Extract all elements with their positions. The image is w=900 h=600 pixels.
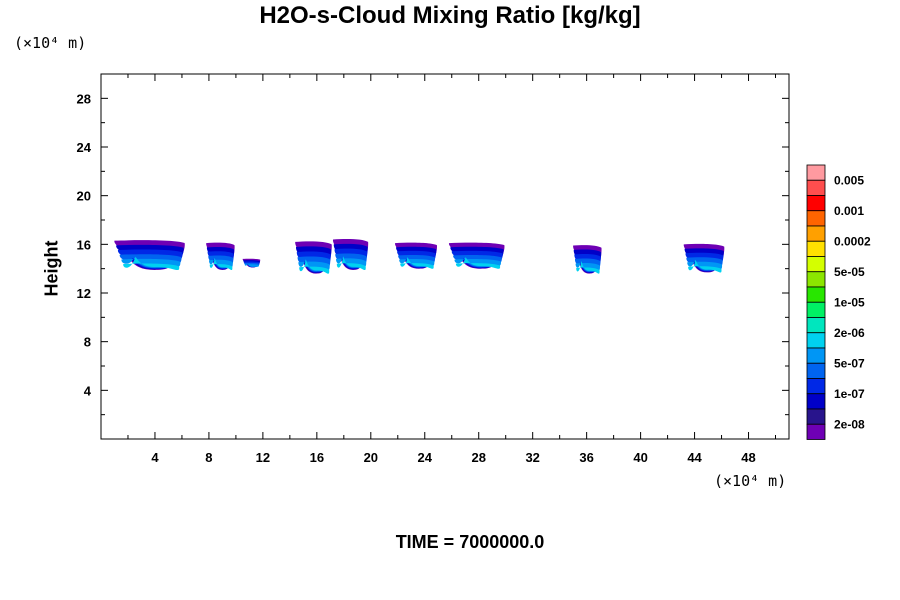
colorbar-label: 2e-08 — [834, 417, 865, 431]
cloud-contour — [299, 259, 330, 274]
y-axis-unit: (×10⁴ m) — [14, 34, 87, 52]
colorbar-label: 5e-07 — [834, 356, 865, 370]
y-tick-label: 16 — [77, 237, 91, 252]
colorbar-swatch — [806, 408, 826, 425]
x-tick-label: 36 — [579, 450, 593, 465]
plot-frame — [100, 73, 790, 440]
colorbar-swatch — [806, 362, 826, 379]
colorbar-swatch — [806, 423, 826, 440]
cloud-contour — [244, 263, 259, 267]
y-tick-label: 4 — [84, 383, 92, 398]
cloud-contour — [576, 260, 600, 274]
colorbar-swatch — [806, 256, 826, 273]
x-tick-label: 24 — [418, 450, 433, 465]
y-tick-label: 20 — [77, 189, 91, 204]
colorbar-label: 1e-07 — [834, 387, 865, 401]
chart-title: H2O-s-Cloud Mixing Ratio [kg/kg] — [259, 2, 641, 29]
colorbar-label: 5e-05 — [834, 265, 865, 279]
x-tick-label: 4 — [151, 450, 159, 465]
x-tick-label: 28 — [471, 450, 485, 465]
cloud-contour — [209, 257, 233, 271]
colorbar-swatch — [806, 286, 826, 303]
x-tick-label: 32 — [525, 450, 539, 465]
cloud-contour — [455, 257, 501, 269]
colorbar-swatch — [806, 271, 826, 288]
x-tick-label: 12 — [256, 450, 270, 465]
y-tick-label: 12 — [77, 286, 91, 301]
x-tick-label: 8 — [205, 450, 212, 465]
colorbar-swatch — [806, 301, 826, 318]
colorbar-label: 0.0002 — [834, 234, 871, 248]
colorbar-swatch — [806, 225, 826, 242]
time-label: TIME = 7000000.0 — [395, 532, 545, 552]
colorbar-label: 0.005 — [834, 173, 864, 187]
y-tick-label: 8 — [84, 335, 91, 350]
colorbar-label: 1e-05 — [834, 295, 865, 309]
x-tick-label: 44 — [687, 450, 702, 465]
colorbar-swatch — [806, 179, 826, 196]
cloud-contour — [688, 259, 722, 273]
colorbar-swatch — [806, 164, 826, 181]
x-tick-label: 40 — [633, 450, 647, 465]
cloud-contour — [400, 257, 434, 269]
cloud-contour — [123, 256, 180, 271]
colorbar-label: 0.001 — [834, 204, 864, 218]
colorbar-swatch — [806, 195, 826, 212]
y-tick-label: 28 — [77, 91, 91, 106]
colorbar-swatch — [806, 393, 826, 410]
colorbar-swatch — [806, 240, 826, 257]
colorbar-swatch — [806, 210, 826, 227]
x-axis-unit: (×10⁴ m) — [714, 472, 787, 490]
x-tick-label: 16 — [310, 450, 324, 465]
colorbar-swatch — [806, 332, 826, 349]
colorbar-swatch — [806, 378, 826, 395]
colorbar-label: 2e-06 — [834, 326, 865, 340]
y-tick-label: 24 — [77, 140, 92, 155]
colorbar-swatch — [806, 317, 826, 334]
cloud-contour — [336, 256, 366, 271]
x-tick-label: 20 — [364, 450, 378, 465]
x-tick-label: 48 — [741, 450, 755, 465]
colorbar-swatch — [806, 347, 826, 364]
